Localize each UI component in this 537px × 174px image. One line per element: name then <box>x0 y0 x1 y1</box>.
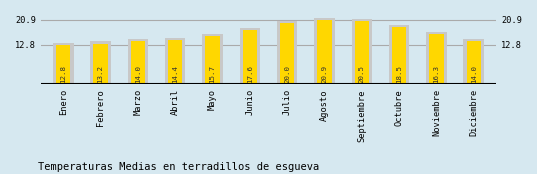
Bar <box>90 41 111 84</box>
Bar <box>93 44 107 84</box>
Text: 20.0: 20.0 <box>284 65 290 83</box>
Text: 17.6: 17.6 <box>247 65 253 83</box>
Text: 14.0: 14.0 <box>135 65 141 83</box>
Bar <box>467 41 481 84</box>
Bar <box>240 28 260 84</box>
Bar <box>131 41 145 84</box>
Bar <box>314 18 335 84</box>
Bar <box>128 39 148 84</box>
Text: 15.7: 15.7 <box>209 65 215 83</box>
Bar <box>352 19 372 84</box>
Text: 12.8: 12.8 <box>60 65 66 83</box>
Bar <box>168 40 182 84</box>
Bar <box>355 21 369 84</box>
Text: Temperaturas Medias en terradillos de esgueva: Temperaturas Medias en terradillos de es… <box>38 162 319 172</box>
Bar <box>389 25 409 84</box>
Text: 13.2: 13.2 <box>98 65 104 83</box>
Bar <box>463 39 484 84</box>
Bar <box>277 21 297 84</box>
Bar <box>392 27 406 84</box>
Bar <box>202 34 223 84</box>
Bar <box>280 23 294 84</box>
Text: 16.3: 16.3 <box>433 65 439 83</box>
Bar <box>53 43 74 84</box>
Bar <box>426 32 447 84</box>
Bar <box>430 34 444 84</box>
Text: 18.5: 18.5 <box>396 65 402 83</box>
Bar <box>56 45 70 84</box>
Text: 20.5: 20.5 <box>359 65 365 83</box>
Bar <box>243 30 257 84</box>
Text: 20.9: 20.9 <box>322 65 328 83</box>
Text: 14.4: 14.4 <box>172 65 178 83</box>
Bar <box>206 36 220 84</box>
Text: 14.0: 14.0 <box>471 65 477 83</box>
Bar <box>165 38 185 84</box>
Bar <box>317 20 331 84</box>
